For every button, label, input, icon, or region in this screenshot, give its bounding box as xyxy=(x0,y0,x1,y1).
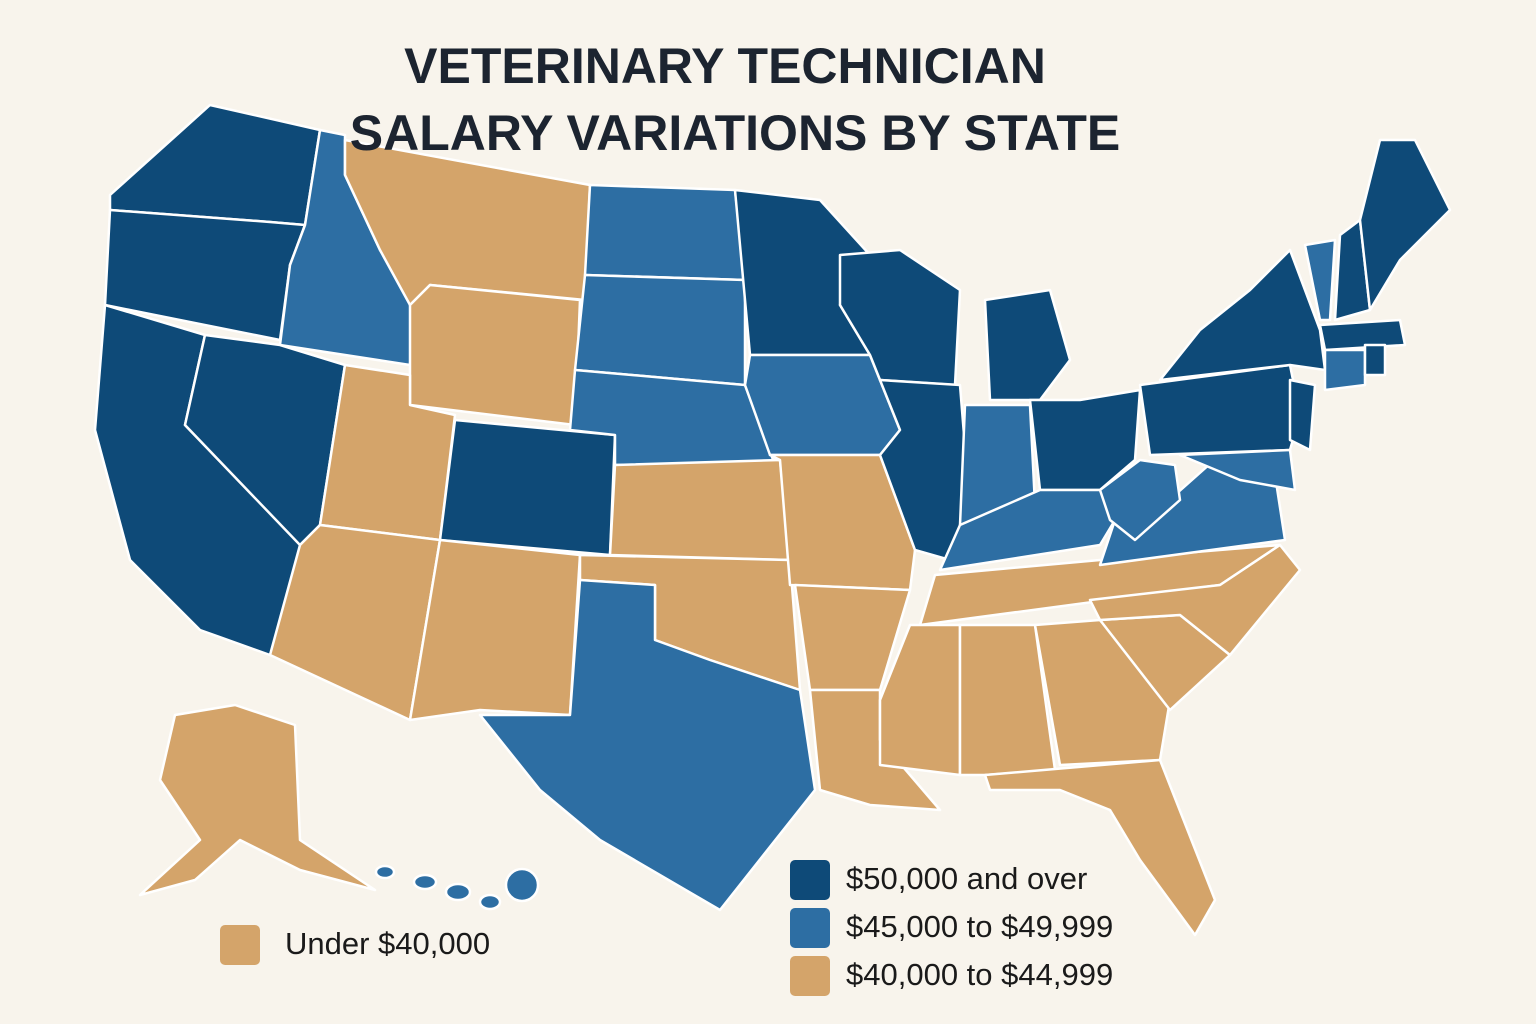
legend-swatch xyxy=(790,956,830,996)
state xyxy=(608,458,792,562)
state xyxy=(408,283,582,427)
state xyxy=(1288,378,1317,452)
state xyxy=(412,873,438,891)
states xyxy=(93,103,1452,937)
state xyxy=(268,523,442,722)
state xyxy=(1323,348,1367,392)
state xyxy=(444,882,472,902)
state xyxy=(1318,318,1407,352)
legend-label: $40,000 to $44,999 xyxy=(846,957,1113,992)
state xyxy=(983,758,1217,937)
state xyxy=(1158,248,1327,382)
title-line: SALARY VARIATIONS BY STATE xyxy=(350,105,1120,161)
state xyxy=(1363,343,1387,377)
state xyxy=(878,623,962,777)
state xyxy=(573,273,747,387)
state xyxy=(583,183,747,282)
state xyxy=(438,418,617,557)
state xyxy=(1088,543,1302,657)
legend: $50,000 and over $45,000 to $49,999 $40,00… xyxy=(220,860,1113,996)
state xyxy=(138,703,377,897)
state xyxy=(408,538,582,722)
state xyxy=(478,893,502,911)
legend-swatch xyxy=(220,925,260,965)
state xyxy=(374,864,396,880)
state xyxy=(1358,138,1452,312)
state xyxy=(1303,238,1337,322)
title-line: VETERINARY TECHNICIAN xyxy=(404,38,1046,94)
state xyxy=(878,378,972,562)
legend-label: $50,000 and over xyxy=(846,861,1087,896)
legend-label: $45,000 to $49,999 xyxy=(846,909,1113,944)
state xyxy=(478,578,817,912)
state xyxy=(1098,458,1182,542)
state xyxy=(1178,448,1297,492)
legend-swatch xyxy=(790,908,830,948)
state xyxy=(1033,618,1172,767)
legend-label: Under $40,000 xyxy=(285,926,490,961)
state xyxy=(504,867,540,903)
legend-swatch xyxy=(790,860,830,900)
state xyxy=(808,688,942,812)
state xyxy=(983,288,1072,402)
